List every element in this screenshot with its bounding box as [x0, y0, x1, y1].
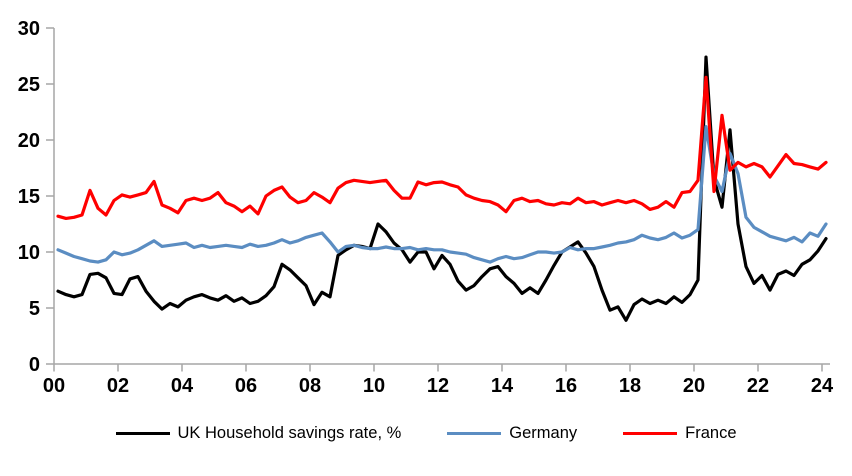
x-tick-label: 02 — [107, 375, 129, 397]
x-tick-label: 20 — [683, 375, 705, 397]
y-tick-label: 10 — [18, 242, 40, 264]
legend-item-uk: UK Household savings rate, % — [115, 424, 402, 443]
series-line-uk-household-savings-rate — [56, 55, 828, 322]
x-tick-label: 06 — [235, 375, 257, 397]
legend-label-germany: Germany — [509, 424, 578, 442]
y-tick-label: 5 — [29, 298, 40, 320]
y-tick-label: 0 — [29, 354, 40, 376]
uk-line-swatch — [115, 431, 170, 436]
x-tick-label: 16 — [555, 375, 577, 397]
x-tick-label: 22 — [747, 375, 769, 397]
series-line-germany — [56, 124, 828, 264]
y-tick-label: 30 — [18, 18, 40, 40]
france-line-swatch — [623, 431, 678, 436]
legend-item-france: France — [623, 424, 737, 443]
legend-item-germany: Germany — [447, 424, 577, 443]
x-tick-label: 04 — [171, 375, 194, 397]
x-tick-label: 08 — [299, 375, 321, 397]
x-tick-label: 14 — [491, 375, 514, 397]
y-tick-label: 25 — [18, 74, 40, 96]
legend-label-uk: UK Household savings rate, % — [177, 424, 402, 442]
x-tick-label: 18 — [619, 375, 641, 397]
x-tick-label: 24 — [811, 375, 834, 397]
x-tick-label: 12 — [427, 375, 449, 397]
x-tick-label: 00 — [43, 375, 65, 397]
x-tick-label: 10 — [363, 375, 385, 397]
series-line-france — [56, 75, 828, 220]
germany-line-swatch — [447, 431, 502, 436]
chart-plot-area: 0 5 10 15 20 25 30 00 02 04 06 08 10 12 14 16 18 20 22 24 — [18, 18, 834, 397]
chart-legend: UK Household savings rate, % Germany Fra… — [0, 424, 852, 443]
y-tick-label: 15 — [18, 186, 40, 208]
y-tick-label: 20 — [18, 130, 40, 152]
legend-label-france: France — [685, 424, 737, 442]
